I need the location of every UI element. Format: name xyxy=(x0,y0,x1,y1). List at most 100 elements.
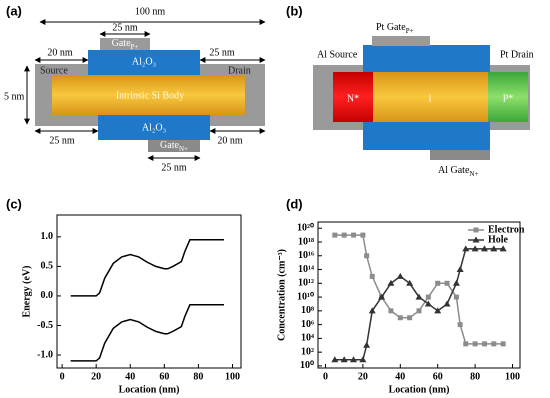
y-tick-label: 10⁸ xyxy=(301,305,314,316)
y-tick-label: 10⁶ xyxy=(301,319,314,330)
marker xyxy=(480,245,488,252)
y-tick-label: 10² xyxy=(301,346,314,357)
x-tick-label: 40 xyxy=(395,371,405,382)
gate-label: GateN+ xyxy=(160,140,188,152)
gate-sub: P+ xyxy=(131,43,139,51)
marker xyxy=(471,245,479,252)
legend-label: Electron xyxy=(488,224,525,235)
x-tick-label: 20 xyxy=(91,371,101,382)
dimension-label: 100 nm xyxy=(135,6,166,17)
source-label: Source xyxy=(40,65,68,76)
dimension-label: 25 nm xyxy=(161,162,187,173)
marker xyxy=(396,272,404,279)
x-tick-label: 60 xyxy=(433,371,443,382)
gate-sub: P+ xyxy=(406,27,414,35)
top-gate xyxy=(372,36,430,46)
series-line xyxy=(334,234,504,345)
marker xyxy=(415,293,423,300)
x-tick-label: 0 xyxy=(60,371,65,382)
panel-label: (d) xyxy=(286,196,303,211)
marker xyxy=(406,279,414,286)
marker xyxy=(444,280,450,286)
diagram-a: (a) 100 nm 25 nm GateP+ Al₂O₃ Al₂O₃ Gate… xyxy=(4,3,266,173)
dimension-label: 25 nm xyxy=(112,22,138,33)
legend-marker xyxy=(472,236,480,243)
top-gate xyxy=(100,38,150,50)
chart: (d) 0 20 40 60 80 100 10⁰ 10² 10⁴ 10⁶ 10⁸ 10¹⁰ 10¹² 10… xyxy=(276,196,525,395)
marker xyxy=(378,293,386,300)
y-tick-label: 10¹⁴ xyxy=(298,264,314,275)
gate-text: Gate xyxy=(112,38,131,49)
marker xyxy=(363,341,371,348)
marker xyxy=(359,356,367,363)
series-line xyxy=(70,304,224,362)
gate-text: Gate xyxy=(160,140,179,151)
marker xyxy=(351,232,357,238)
x-tick-label: 0 xyxy=(323,371,328,382)
gate-sub: N+ xyxy=(469,170,478,178)
bottom-gate xyxy=(430,150,490,160)
marker xyxy=(463,341,469,347)
y-tick-label: 10¹⁸ xyxy=(298,236,314,247)
marker xyxy=(435,280,441,286)
dimension-label: 25 nm xyxy=(209,47,235,58)
marker xyxy=(472,341,478,347)
y-tick-label: 10⁰ xyxy=(300,360,314,371)
x-tick-label: 20 xyxy=(358,371,368,382)
y-tick-label: 10¹⁶ xyxy=(298,250,314,261)
y-tick-label: 0.0 xyxy=(41,290,54,301)
marker xyxy=(425,294,431,300)
legend-label: Hole xyxy=(488,234,509,245)
plot-frame xyxy=(56,214,242,369)
plot-frame xyxy=(317,221,521,369)
dimension-label: 5 nm xyxy=(4,91,25,102)
gate-text: Al Gate xyxy=(438,165,470,176)
x-tick-label: 100 xyxy=(505,371,520,382)
marker xyxy=(481,341,487,347)
x-tick-label: 100 xyxy=(225,371,240,382)
marker xyxy=(453,294,459,300)
region-label: P* xyxy=(503,93,514,104)
y-tick-label: 10¹⁰ xyxy=(297,291,314,302)
marker xyxy=(490,245,498,252)
marker xyxy=(457,322,463,328)
y-tick-label: -1.0 xyxy=(37,349,53,360)
panel-label: (c) xyxy=(6,196,22,211)
gate-label: GateP+ xyxy=(112,38,139,50)
marker xyxy=(350,356,358,363)
si-body xyxy=(52,75,245,115)
oxide-label: Al₂O₃ xyxy=(132,56,156,67)
marker xyxy=(500,341,506,347)
marker xyxy=(331,356,339,363)
panel-label: (a) xyxy=(6,3,22,18)
y-axis-title: Energy (eV) xyxy=(21,266,32,318)
marker xyxy=(360,232,366,238)
source-label: Al Source xyxy=(317,49,358,60)
y-axis-title: Concentration (cm⁻³) xyxy=(276,249,287,341)
panel-label: (b) xyxy=(286,3,303,18)
dimension-label: 20 nm xyxy=(217,135,243,146)
marker xyxy=(369,273,375,279)
p-region xyxy=(488,72,528,122)
marker xyxy=(424,300,432,307)
chart: (c) 0 20 40 60 80 100 -1.0 -0.5 0.0 0.5 1.0 Location… xyxy=(6,196,242,395)
marker xyxy=(416,308,422,314)
marker xyxy=(491,341,497,347)
marker xyxy=(499,245,507,252)
gate-label: Pt GateP+ xyxy=(376,22,414,34)
y-tick-label: 0.5 xyxy=(41,261,54,272)
marker xyxy=(341,232,347,238)
n-region xyxy=(333,72,373,122)
marker xyxy=(388,308,394,314)
marker xyxy=(340,356,348,363)
top-oxide xyxy=(88,50,200,75)
x-axis-title: Location (nm) xyxy=(389,384,450,395)
marker xyxy=(407,315,413,321)
marker xyxy=(397,315,403,321)
region-label: i xyxy=(429,93,432,104)
x-tick-label: 80 xyxy=(193,371,203,382)
marker xyxy=(368,307,376,314)
series-line xyxy=(334,248,504,361)
series-line xyxy=(70,239,224,297)
y-tick-label: 10²⁰ xyxy=(297,223,314,234)
